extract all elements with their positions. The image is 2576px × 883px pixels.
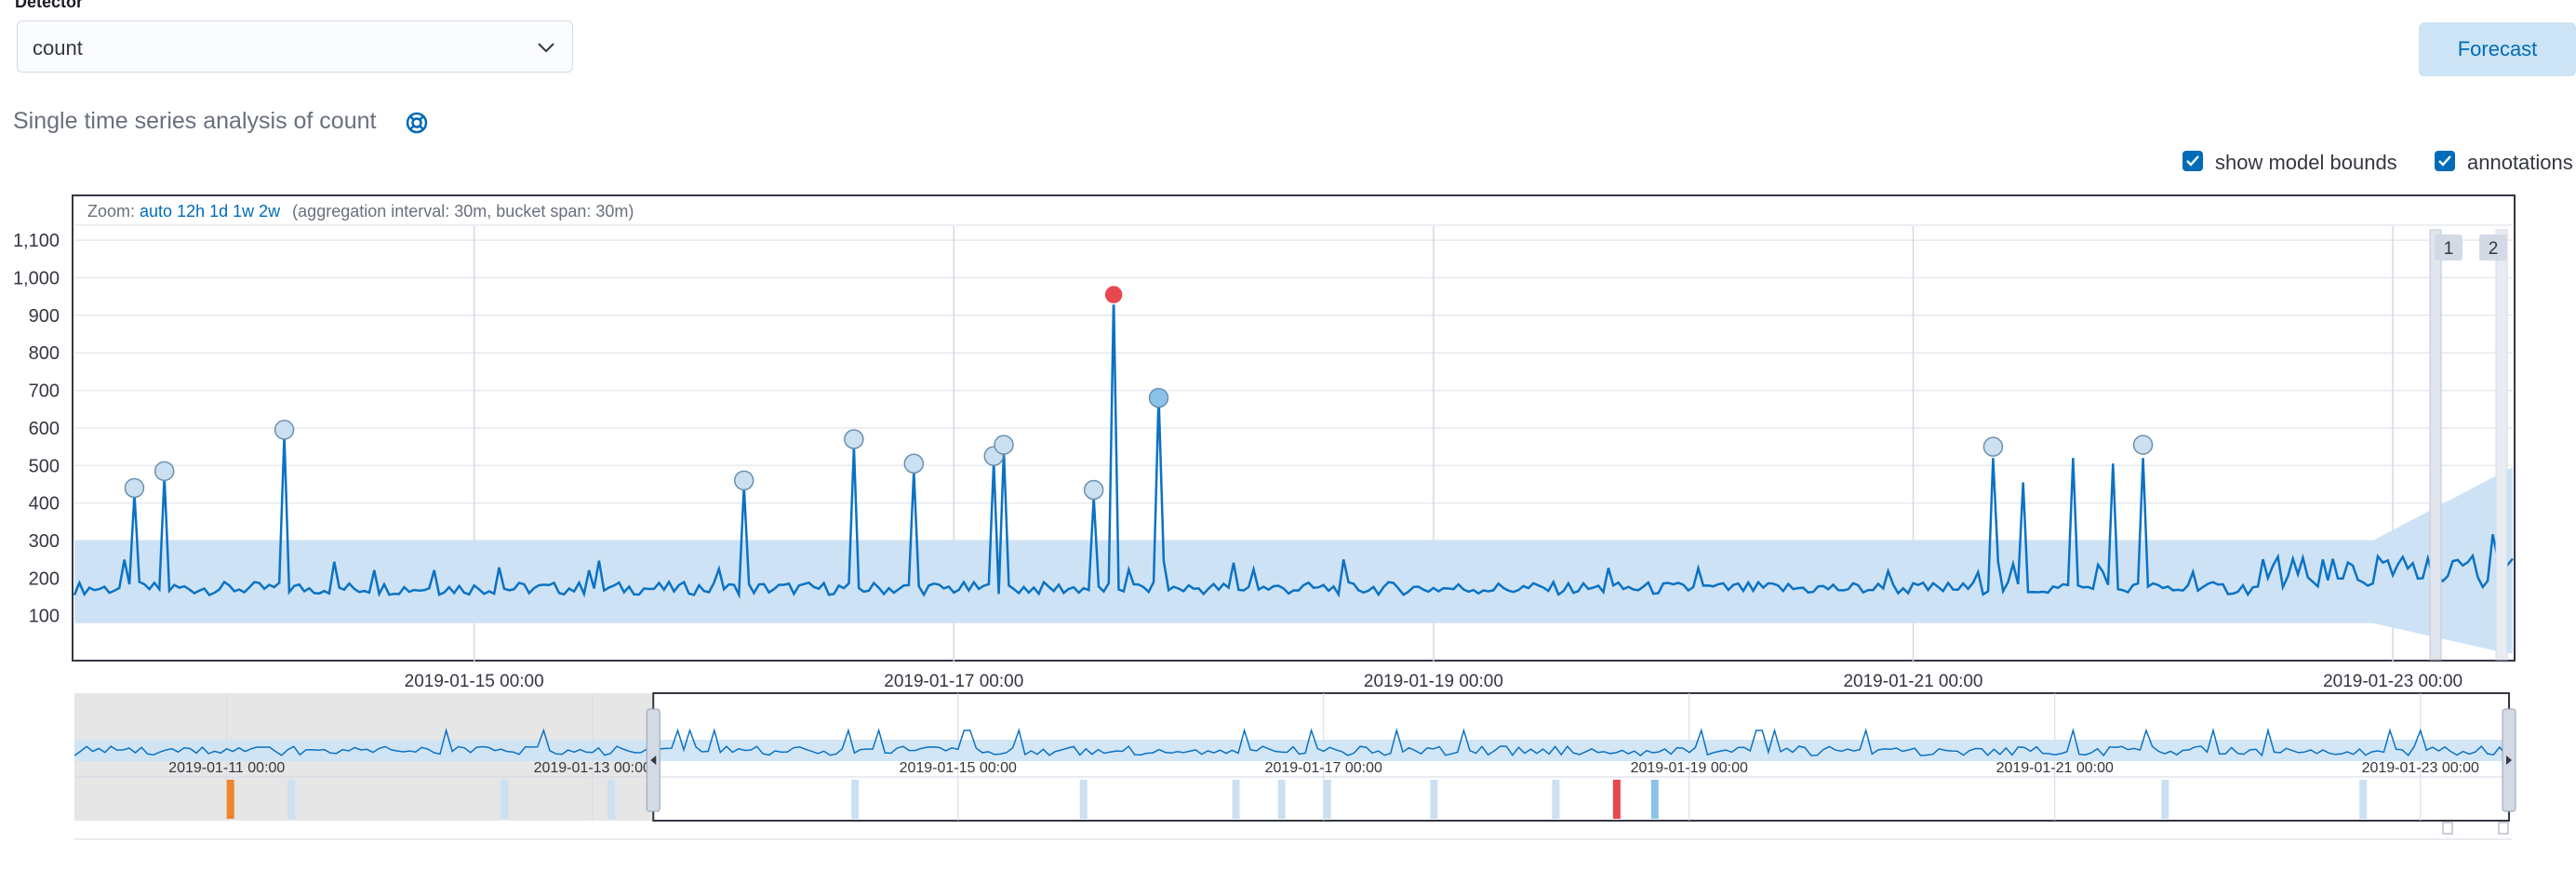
annotations-checkbox[interactable] bbox=[2435, 151, 2455, 171]
anomaly-marker bbox=[124, 477, 145, 499]
swimlane-cell bbox=[226, 780, 234, 819]
annotation-badge bbox=[2479, 234, 2507, 261]
anomaly-marker bbox=[153, 461, 175, 482]
anomaly-marker bbox=[1103, 284, 1124, 305]
forecast-button[interactable]: Forecast bbox=[2419, 22, 2576, 76]
anomaly-marker bbox=[733, 470, 754, 491]
y-tick-label: 1,100 bbox=[13, 231, 60, 251]
swimlane-cell bbox=[1430, 780, 1438, 819]
annotations-label: annotations bbox=[2467, 151, 2573, 174]
scroll-marker bbox=[2442, 822, 2453, 835]
swimlane-cell bbox=[1079, 780, 1088, 819]
swimlane-cell bbox=[851, 780, 860, 819]
scroll-marker bbox=[2498, 822, 2509, 835]
anomaly-marker bbox=[903, 453, 925, 474]
series-line bbox=[73, 296, 2514, 600]
swimlane-cell bbox=[1277, 780, 1286, 819]
model-bounds-label: show model bounds bbox=[2215, 151, 2397, 174]
detector-value: count bbox=[33, 36, 83, 60]
anomaly-marker bbox=[274, 420, 295, 440]
zoom-option-12h[interactable]: 12h bbox=[177, 202, 209, 221]
y-tick-label: 1,000 bbox=[13, 269, 60, 289]
context-tick-label: 2019-01-21 00:00 bbox=[1996, 760, 2114, 776]
x-tick-label: 2019-01-19 00:00 bbox=[1364, 672, 1503, 691]
detector-label: Detector bbox=[15, 0, 84, 11]
swimlane-cell bbox=[607, 780, 616, 819]
zoom-option-1d[interactable]: 1d bbox=[209, 202, 233, 221]
y-tick-label: 600 bbox=[29, 419, 60, 439]
brush-handle-arrow bbox=[2506, 756, 2512, 765]
context-tick-label: 2019-01-23 00:00 bbox=[2362, 760, 2479, 776]
anomaly-marker bbox=[1982, 436, 2004, 457]
zoom-option-1w[interactable]: 1w bbox=[233, 202, 259, 221]
zoom-controls: Zoom: auto 12h 1d 1w 2w (aggregation int… bbox=[87, 202, 634, 221]
context-bounds-band bbox=[74, 740, 2512, 761]
swimlane-cell bbox=[1650, 780, 1659, 819]
zoom-option-2w[interactable]: 2w bbox=[259, 202, 285, 221]
anomaly-marker bbox=[994, 435, 1014, 455]
x-tick-label: 2019-01-17 00:00 bbox=[884, 672, 1023, 691]
y-tick-label: 300 bbox=[29, 531, 60, 552]
x-tick-label: 2019-01-23 00:00 bbox=[2323, 672, 2463, 691]
y-tick-label: 200 bbox=[29, 569, 60, 589]
y-tick-label: 700 bbox=[29, 381, 60, 402]
context-series-line bbox=[73, 728, 2513, 757]
model-bounds-checkbox[interactable] bbox=[2182, 151, 2203, 171]
swimlane-cell bbox=[2359, 780, 2368, 819]
brush-handle-arrow bbox=[650, 756, 657, 765]
help-icon[interactable] bbox=[405, 111, 429, 135]
annotation-bar bbox=[2495, 229, 2508, 661]
x-tick-label: 2019-01-15 00:00 bbox=[405, 672, 544, 691]
annotation-badge-label: 2 bbox=[2489, 239, 2499, 259]
check-icon bbox=[2438, 155, 2451, 167]
swimlane-cell bbox=[1232, 780, 1240, 819]
context-tick-label: 2019-01-13 00:00 bbox=[534, 760, 651, 776]
swimlane-cell bbox=[287, 780, 296, 819]
annotation-badge-label: 1 bbox=[2444, 239, 2454, 259]
swimlane-cell bbox=[1552, 780, 1560, 819]
y-tick-label: 800 bbox=[29, 343, 60, 364]
zoom-option-auto[interactable]: auto bbox=[140, 202, 177, 221]
check-icon bbox=[2186, 155, 2199, 167]
swimlane-cell bbox=[1612, 780, 1621, 819]
anomaly-marker bbox=[844, 429, 864, 449]
context-tick-label: 2019-01-19 00:00 bbox=[1631, 760, 1748, 776]
y-tick-label: 900 bbox=[29, 306, 60, 327]
annotation-badge bbox=[2435, 234, 2463, 261]
swimlane-cell bbox=[2161, 780, 2169, 819]
context-tick-label: 2019-01-15 00:00 bbox=[900, 760, 1017, 776]
page-title: Single time series analysis of count bbox=[13, 108, 377, 134]
swimlane-cell bbox=[1323, 780, 1331, 819]
anomaly-marker bbox=[1148, 387, 1169, 408]
context-tick-label: 2019-01-11 00:00 bbox=[168, 760, 285, 776]
x-tick-label: 2019-01-21 00:00 bbox=[1843, 672, 1982, 691]
swimlane-cell bbox=[501, 780, 509, 819]
y-tick-label: 500 bbox=[29, 456, 60, 476]
anomaly-marker bbox=[2132, 435, 2154, 455]
model-bounds-band bbox=[74, 466, 2513, 653]
y-tick-label: 100 bbox=[29, 607, 60, 627]
context-tick-label: 2019-01-17 00:00 bbox=[1265, 760, 1382, 776]
chevron-down-icon bbox=[538, 43, 554, 53]
anomaly-marker bbox=[1083, 479, 1104, 501]
annotation-bar bbox=[2429, 229, 2442, 661]
detector-select[interactable]: count bbox=[17, 20, 573, 73]
y-tick-label: 400 bbox=[29, 494, 60, 515]
